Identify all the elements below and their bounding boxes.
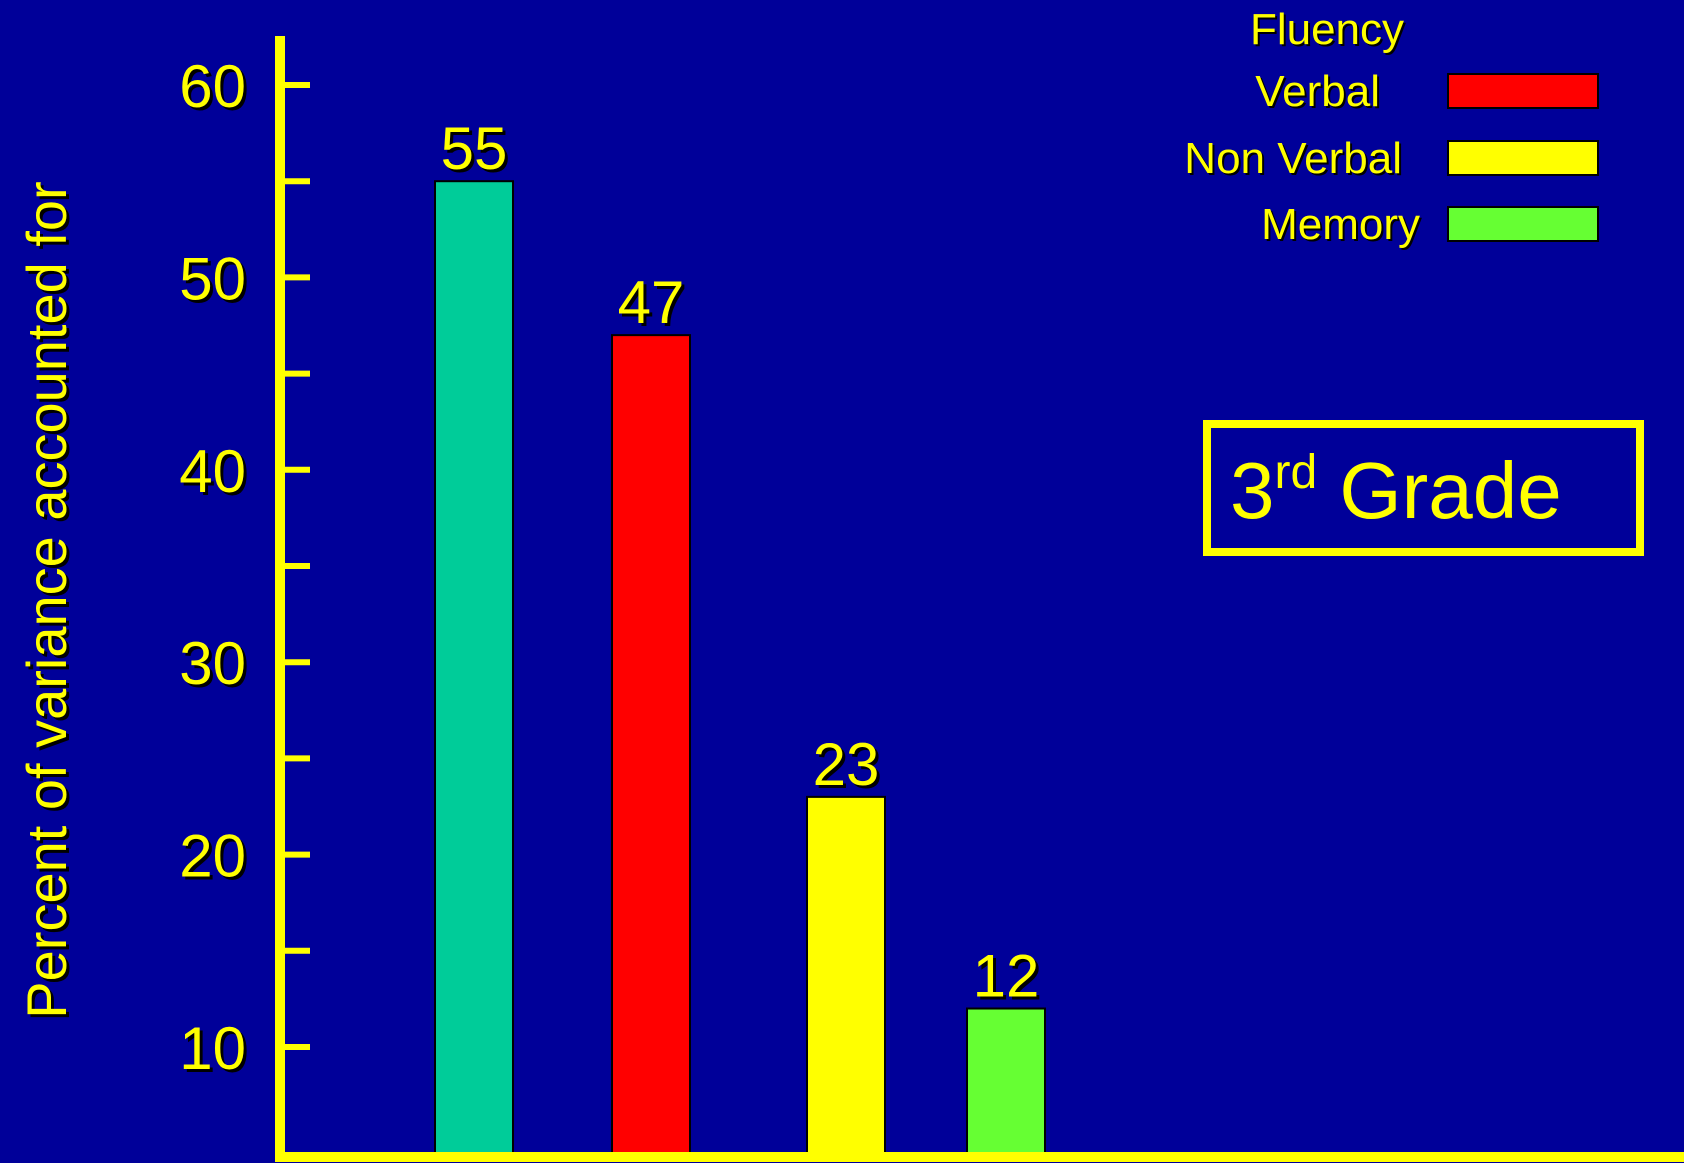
y-tick-label: 20 (179, 823, 246, 890)
y-tick-label: 40 (179, 438, 246, 505)
y-tick-label-shadow: 60 (182, 56, 249, 123)
legend-label-3: Memory (1261, 200, 1420, 249)
legend-title-shadow: Fluency (1252, 7, 1406, 56)
grade-box (1203, 420, 1644, 556)
y-tick-label: 30 (179, 630, 246, 697)
grade-number: 3 (1230, 446, 1275, 535)
legend-swatch-1 (1447, 73, 1599, 109)
chart-shadows: 55 47 23 12 10 20 30 40 50 60 Percent of variance … (18, 56, 1042, 1085)
bar-value-label-1: 55 (441, 115, 508, 182)
legend-label-2: Non Verbal (1184, 134, 1402, 183)
legend-title: Fluency (1250, 5, 1404, 54)
y-axis-label: Percent of variance accounted for (15, 181, 78, 1018)
bar-value-label-2: 47 (618, 269, 685, 336)
legend-label-1: Verbal (1255, 67, 1380, 116)
legend-swatch-3 (1447, 206, 1599, 242)
y-tick-label-shadow: 50 (182, 248, 249, 315)
bar-1 (434, 180, 514, 1158)
y-tick-label-shadow: 30 (182, 633, 249, 700)
text-group: 55 47 23 12 10 20 30 40 50 60 Percent of variance … (15, 53, 1039, 1082)
bars-group (434, 180, 1046, 1159)
grade-superscript: rd (1275, 446, 1318, 499)
bar-value-label-3: 23 (813, 731, 880, 798)
bar-2 (611, 334, 691, 1158)
bar-value-label-shadow: 47 (621, 272, 688, 339)
y-tick-label: 50 (179, 245, 246, 312)
y-tick-label-shadow: 10 (182, 1018, 249, 1085)
grade-annotation: 3rd Grade (1203, 420, 1644, 556)
y-axis-label-shadow: Percent of variance accounted for (18, 184, 81, 1021)
bar-value-label-shadow: 23 (816, 734, 883, 801)
bar-3 (806, 795, 886, 1158)
y-tick-label-shadow: 20 (182, 826, 249, 893)
y-tick-label: 10 (179, 1015, 246, 1082)
grade-word: Grade (1317, 446, 1562, 535)
y-tick-label-shadow: 40 (182, 441, 249, 508)
bar-value-label-4: 12 (973, 943, 1040, 1010)
legend-label-shadow: Memory (1263, 202, 1422, 251)
bar-value-label-shadow: 55 (444, 118, 511, 185)
bar-4 (966, 1007, 1046, 1159)
grade-label: 3rd Grade (1230, 446, 1562, 535)
bar-value-label-shadow: 12 (976, 946, 1043, 1013)
legend-label-shadow: Verbal (1257, 69, 1382, 118)
legend-swatch-2 (1447, 140, 1599, 176)
legend-label-shadow: Non Verbal (1186, 136, 1404, 185)
y-tick-label: 60 (179, 53, 246, 120)
axes-group (275, 36, 1684, 1162)
